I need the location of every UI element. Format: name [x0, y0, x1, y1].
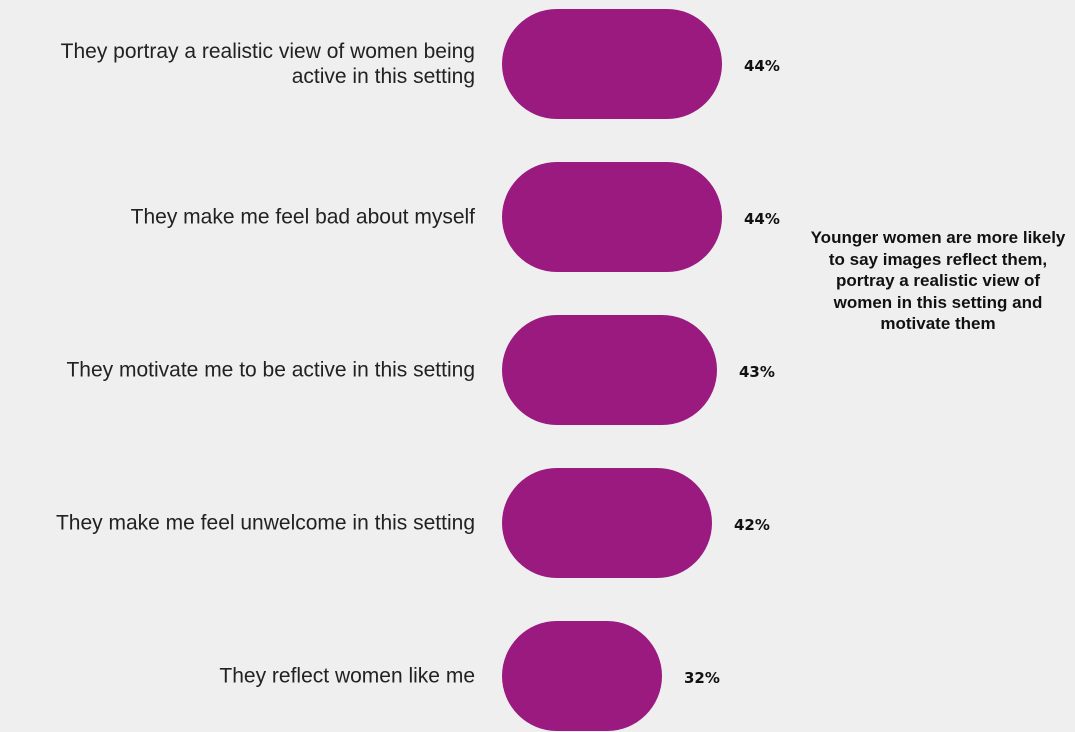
category-label: They motivate me to be active in this se… — [66, 358, 475, 382]
value-label: 32% — [684, 669, 720, 687]
value-label: 43% — [739, 363, 775, 381]
bar — [502, 621, 662, 731]
bar — [502, 9, 722, 119]
annotation-callout: Younger women are more likely to say ima… — [810, 228, 1066, 333]
category-label: They make me feel unwelcome in this sett… — [55, 511, 475, 535]
category-label: They reflect women like me — [219, 664, 475, 688]
bar — [502, 162, 722, 272]
category-label: They portray a realistic view of women b… — [60, 40, 475, 88]
value-label: 42% — [734, 516, 770, 534]
bar — [502, 468, 712, 578]
value-label: 44% — [744, 210, 780, 228]
value-label: 44% — [744, 57, 780, 75]
bar — [502, 315, 717, 425]
category-label: They make me feel bad about myself — [130, 205, 475, 229]
